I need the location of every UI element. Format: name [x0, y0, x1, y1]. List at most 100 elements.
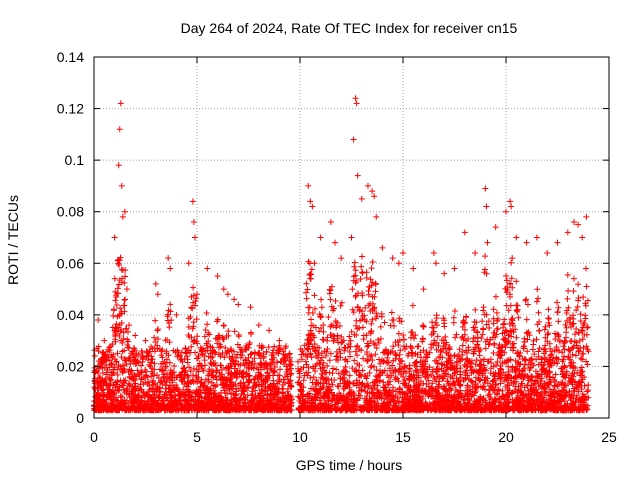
- data-point: [285, 380, 292, 387]
- data-point: [538, 375, 545, 382]
- data-point: [125, 338, 132, 345]
- data-point: [149, 345, 156, 352]
- data-point: [562, 334, 569, 341]
- data-point: [482, 338, 489, 345]
- data-point: [311, 292, 318, 299]
- data-point: [366, 369, 373, 376]
- data-point: [203, 342, 210, 349]
- data-point: [486, 324, 493, 331]
- data-point: [477, 393, 484, 400]
- data-point: [205, 386, 212, 393]
- data-point: [365, 302, 372, 309]
- data-point: [251, 355, 258, 362]
- data-point: [188, 378, 195, 385]
- data-point: [565, 304, 572, 311]
- data-point: [259, 387, 266, 394]
- data-point: [359, 367, 366, 374]
- data-point: [562, 321, 569, 328]
- chart-title: Day 264 of 2024, Rate Of TEC Index for r…: [181, 20, 518, 36]
- data-point: [476, 352, 483, 359]
- data-point: [582, 312, 589, 319]
- data-point: [161, 374, 168, 381]
- data-point: [351, 263, 358, 270]
- data-point: [347, 337, 354, 344]
- data-point: [136, 372, 143, 379]
- data-point: [555, 304, 562, 311]
- data-point: [367, 276, 374, 283]
- data-point: [351, 368, 358, 375]
- data-point: [482, 345, 489, 352]
- data-point: [556, 395, 563, 402]
- data-point: [382, 347, 389, 354]
- data-point: [307, 374, 314, 381]
- data-point: [540, 346, 547, 353]
- data-point: [492, 333, 499, 340]
- data-point: [506, 331, 513, 338]
- data-point: [541, 326, 548, 333]
- data-point: [581, 331, 588, 338]
- data-point: [431, 337, 438, 344]
- data-point: [572, 398, 579, 405]
- data-point: [143, 348, 150, 355]
- data-point: [118, 319, 125, 326]
- data-point: [91, 352, 98, 359]
- data-point: [577, 355, 584, 362]
- data-point: [531, 351, 538, 358]
- data-point: [213, 369, 220, 376]
- data-point: [115, 281, 122, 288]
- data-point: [304, 346, 311, 353]
- data-point: [584, 361, 591, 368]
- data-point: [473, 357, 480, 364]
- data-point: [468, 360, 475, 367]
- data-point: [337, 302, 344, 309]
- data-point: [569, 401, 576, 408]
- data-point: [216, 396, 223, 403]
- data-point: [579, 356, 586, 363]
- data-point: [318, 304, 325, 311]
- data-point: [327, 287, 334, 294]
- data-point: [446, 346, 453, 353]
- data-point: [472, 374, 479, 381]
- data-point: [321, 395, 328, 402]
- data-point: [523, 296, 530, 303]
- data-point: [112, 336, 119, 343]
- data-point: [188, 334, 195, 341]
- data-point: [513, 378, 520, 385]
- data-point: [249, 388, 256, 395]
- data-point: [575, 281, 582, 288]
- data-point: [271, 343, 278, 350]
- data-point: [553, 354, 560, 361]
- data-point: [154, 326, 161, 333]
- data-point: [503, 277, 510, 284]
- data-point: [339, 338, 346, 345]
- data-point: [544, 338, 551, 345]
- data-point: [536, 327, 543, 334]
- data-point: [513, 334, 520, 341]
- data-point: [101, 365, 108, 372]
- data-point: [536, 318, 543, 325]
- data-point: [199, 351, 206, 358]
- data-point: [397, 357, 404, 364]
- data-point: [385, 381, 392, 388]
- data-point: [474, 328, 481, 335]
- data-point: [354, 290, 361, 297]
- data-point: [317, 313, 324, 320]
- data-point: [575, 297, 582, 304]
- data-point: [214, 318, 221, 325]
- data-point: [124, 344, 131, 351]
- data-point: [119, 382, 126, 389]
- data-point: [144, 380, 151, 387]
- data-point: [430, 399, 437, 406]
- data-point: [156, 394, 163, 401]
- data-point: [194, 333, 201, 340]
- data-point: [577, 317, 584, 324]
- data-point: [352, 279, 359, 286]
- data-point: [442, 333, 449, 340]
- data-point: [261, 364, 268, 371]
- data-point: [325, 313, 332, 320]
- data-point: [500, 321, 507, 328]
- data-point: [114, 350, 121, 357]
- data-point: [579, 376, 586, 383]
- data-point: [417, 366, 424, 373]
- data-point: [119, 394, 126, 401]
